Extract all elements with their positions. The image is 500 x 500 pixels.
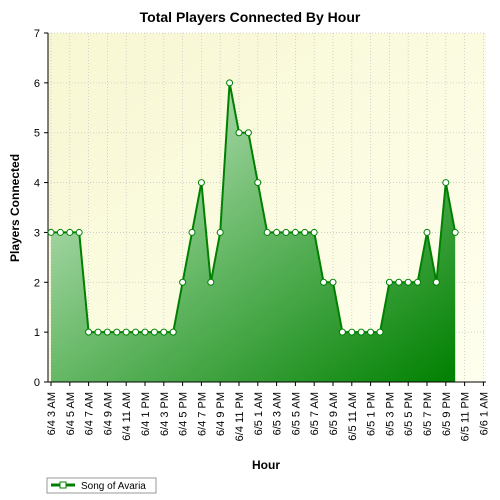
data-point — [320, 278, 328, 286]
y-tick-label: 5 — [34, 128, 40, 140]
data-point — [160, 328, 168, 336]
x-tick-label: 6/5 5 AM — [290, 392, 302, 435]
x-tick-label: 6/4 7 AM — [84, 392, 96, 435]
data-point — [414, 278, 422, 286]
data-point — [235, 129, 243, 137]
data-point — [132, 328, 140, 336]
x-tick-label: 6/5 9 PM — [441, 392, 453, 436]
y-tick-label: 6 — [34, 78, 40, 90]
data-point — [451, 228, 459, 236]
data-point — [179, 278, 187, 286]
data-point — [432, 278, 440, 286]
x-tick-label: 6/6 1 AM — [478, 392, 490, 435]
data-point — [423, 228, 431, 236]
data-point — [367, 328, 375, 336]
legend-label: Song of Avaria — [81, 481, 146, 492]
data-point — [310, 228, 318, 236]
series-points — [47, 79, 459, 336]
data-point — [357, 328, 365, 336]
series-area-fill — [51, 82, 456, 382]
legend-swatch-marker — [59, 481, 67, 489]
data-point — [226, 79, 234, 87]
data-point — [141, 328, 149, 336]
y-tick-label: 3 — [34, 227, 40, 239]
data-point — [75, 228, 83, 236]
x-tick-label: 6/4 5 AM — [65, 392, 77, 435]
data-point — [254, 179, 262, 187]
data-point — [85, 328, 93, 336]
x-tick-label: 6/5 11 AM — [347, 392, 359, 441]
data-point — [404, 278, 412, 286]
x-tick-label: 6/4 5 PM — [178, 392, 190, 436]
data-point — [329, 278, 337, 286]
y-tick-label: 1 — [34, 327, 40, 339]
x-tick-label: 6/5 7 PM — [422, 392, 434, 436]
x-tick-label: 6/4 1 PM — [140, 392, 152, 436]
x-tick-label: 6/4 9 AM — [102, 392, 114, 435]
data-point — [169, 328, 177, 336]
legend: Song of Avaria — [46, 477, 157, 494]
x-tick-label: 6/5 3 AM — [272, 392, 284, 435]
data-point — [207, 278, 215, 286]
x-tick-label: 6/4 11 AM — [121, 392, 133, 441]
chart-title: Total Players Connected By Hour — [140, 9, 361, 25]
x-tick-label: 6/5 1 PM — [366, 392, 378, 436]
data-point — [188, 228, 196, 236]
y-tick-label: 7 — [34, 28, 40, 40]
data-point — [94, 328, 102, 336]
data-point — [122, 328, 130, 336]
data-point — [395, 278, 403, 286]
x-tick-label: 6/5 7 AM — [309, 392, 321, 435]
x-tick-labels: 6/4 3 AM 6/4 5 AM 6/4 7 AM 6/4 9 AM 6/4 11 A… — [46, 392, 490, 441]
y-tick-label: 4 — [34, 178, 40, 190]
x-tick-label: 6/4 11 PM — [234, 392, 246, 441]
data-point — [273, 228, 281, 236]
x-tick-label: 6/5 3 PM — [384, 392, 396, 436]
y-tick-label: 0 — [34, 377, 40, 389]
legend-box — [46, 477, 157, 494]
data-point — [385, 278, 393, 286]
data-point — [263, 228, 271, 236]
data-point — [282, 228, 290, 236]
y-tick-labels: 0 1 2 3 4 5 6 7 — [34, 28, 40, 389]
y-axis-label: Players Connected — [8, 154, 22, 262]
data-point — [197, 179, 205, 187]
data-point — [47, 228, 55, 236]
x-tick-label: 6/4 3 PM — [159, 392, 171, 436]
data-point — [66, 228, 74, 236]
x-axis-label: Hour — [252, 458, 280, 472]
data-point — [56, 228, 64, 236]
x-tick-label: 6/4 9 PM — [215, 392, 227, 436]
x-tick-label: 6/4 7 PM — [196, 392, 208, 436]
data-point — [291, 228, 299, 236]
data-point — [301, 228, 309, 236]
data-point — [376, 328, 384, 336]
axes — [44, 32, 486, 386]
x-tick-label: 6/4 3 AM — [46, 392, 58, 435]
x-tick-label: 6/5 1 AM — [253, 392, 265, 435]
data-point — [338, 328, 346, 336]
data-point — [113, 328, 121, 336]
y-tick-label: 2 — [34, 277, 40, 289]
data-point — [244, 129, 252, 137]
data-point — [348, 328, 356, 336]
x-tick-label: 6/5 11 PM — [460, 392, 472, 441]
data-point — [216, 228, 224, 236]
x-tick-label: 6/5 9 AM — [328, 392, 340, 435]
data-point — [103, 328, 111, 336]
data-point — [150, 328, 158, 336]
data-point — [442, 179, 450, 187]
x-tick-label: 6/5 5 PM — [403, 392, 415, 436]
